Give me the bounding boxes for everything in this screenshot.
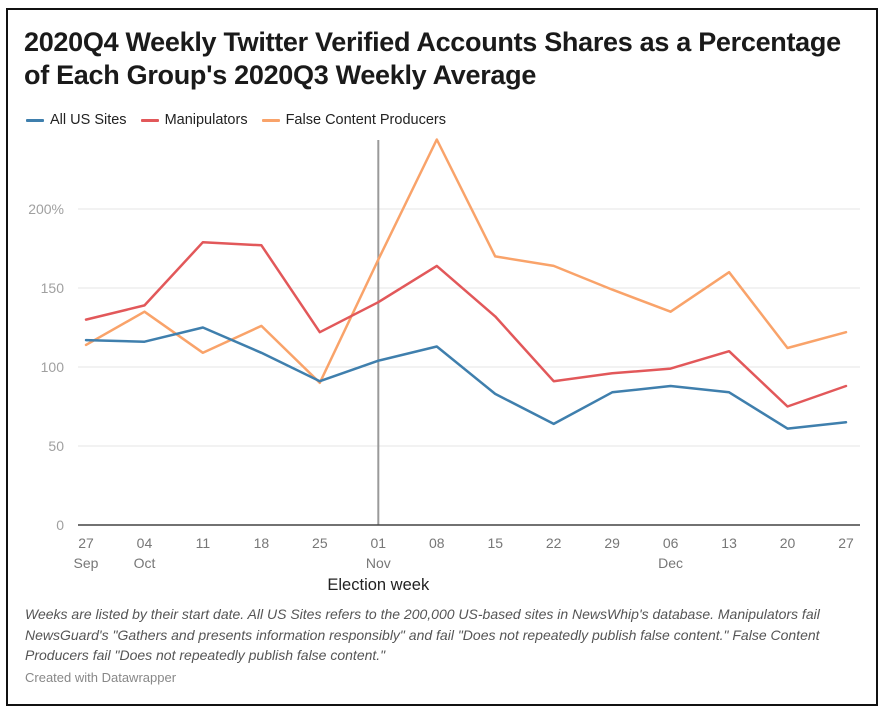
y-tick-label: 50 [48,438,64,454]
x-tick-label: 13 [721,535,737,551]
x-tick-label: 18 [254,535,270,551]
y-tick-label: 200% [28,201,64,217]
x-tick-label: 11 [196,535,211,551]
series-line-all-us-sites [84,326,848,430]
x-tick-label: 08 [429,535,445,551]
chart-notes: Weeks are listed by their start date. Al… [25,606,820,663]
series-line-false-content-producers [84,138,848,385]
x-tick-label: 20 [780,535,796,551]
x-tick-month-label: Dec [658,555,683,571]
x-tick-label: 29 [604,535,620,551]
y-tick-label: 100 [41,359,65,375]
legend-label: All US Sites [50,112,127,128]
series-line-manipulators [84,240,848,408]
x-tick-label: 04 [137,535,153,551]
x-tick-label: 25 [312,535,328,551]
chart-title: 2020Q4 Weekly Twitter Verified Accounts … [24,27,841,90]
x-tick-label: 22 [546,535,562,551]
x-tick-label: 27 [78,535,94,551]
legend-item-manipulators: Manipulators [140,112,248,128]
x-tick-label: 01 [371,535,387,551]
legend-item-all-us-sites: All US Sites [26,112,127,128]
legend-item-false-content-producers: False Content Producers [261,112,446,128]
x-tick-month-label: Sep [74,555,99,571]
chart-frame [6,8,878,706]
credit-text: Created with Datawrapper [25,670,177,685]
x-tick-label: 15 [487,535,503,551]
legend: All US Sites Manipulators False Content … [26,112,446,128]
legend-swatch [261,118,280,122]
election-week-label: Election week [327,576,430,594]
x-tick-month-label: Nov [366,555,391,571]
legend-label: False Content Producers [285,112,446,128]
x-tick-label: 27 [838,535,854,551]
y-tick-label: 0 [56,517,64,533]
x-tick-label: 06 [663,535,679,551]
legend-swatch [140,118,159,122]
x-tick-month-label: Oct [134,555,156,571]
legend-label: Manipulators [164,112,248,128]
y-tick-label: 150 [41,280,65,296]
legend-swatch [26,118,44,122]
